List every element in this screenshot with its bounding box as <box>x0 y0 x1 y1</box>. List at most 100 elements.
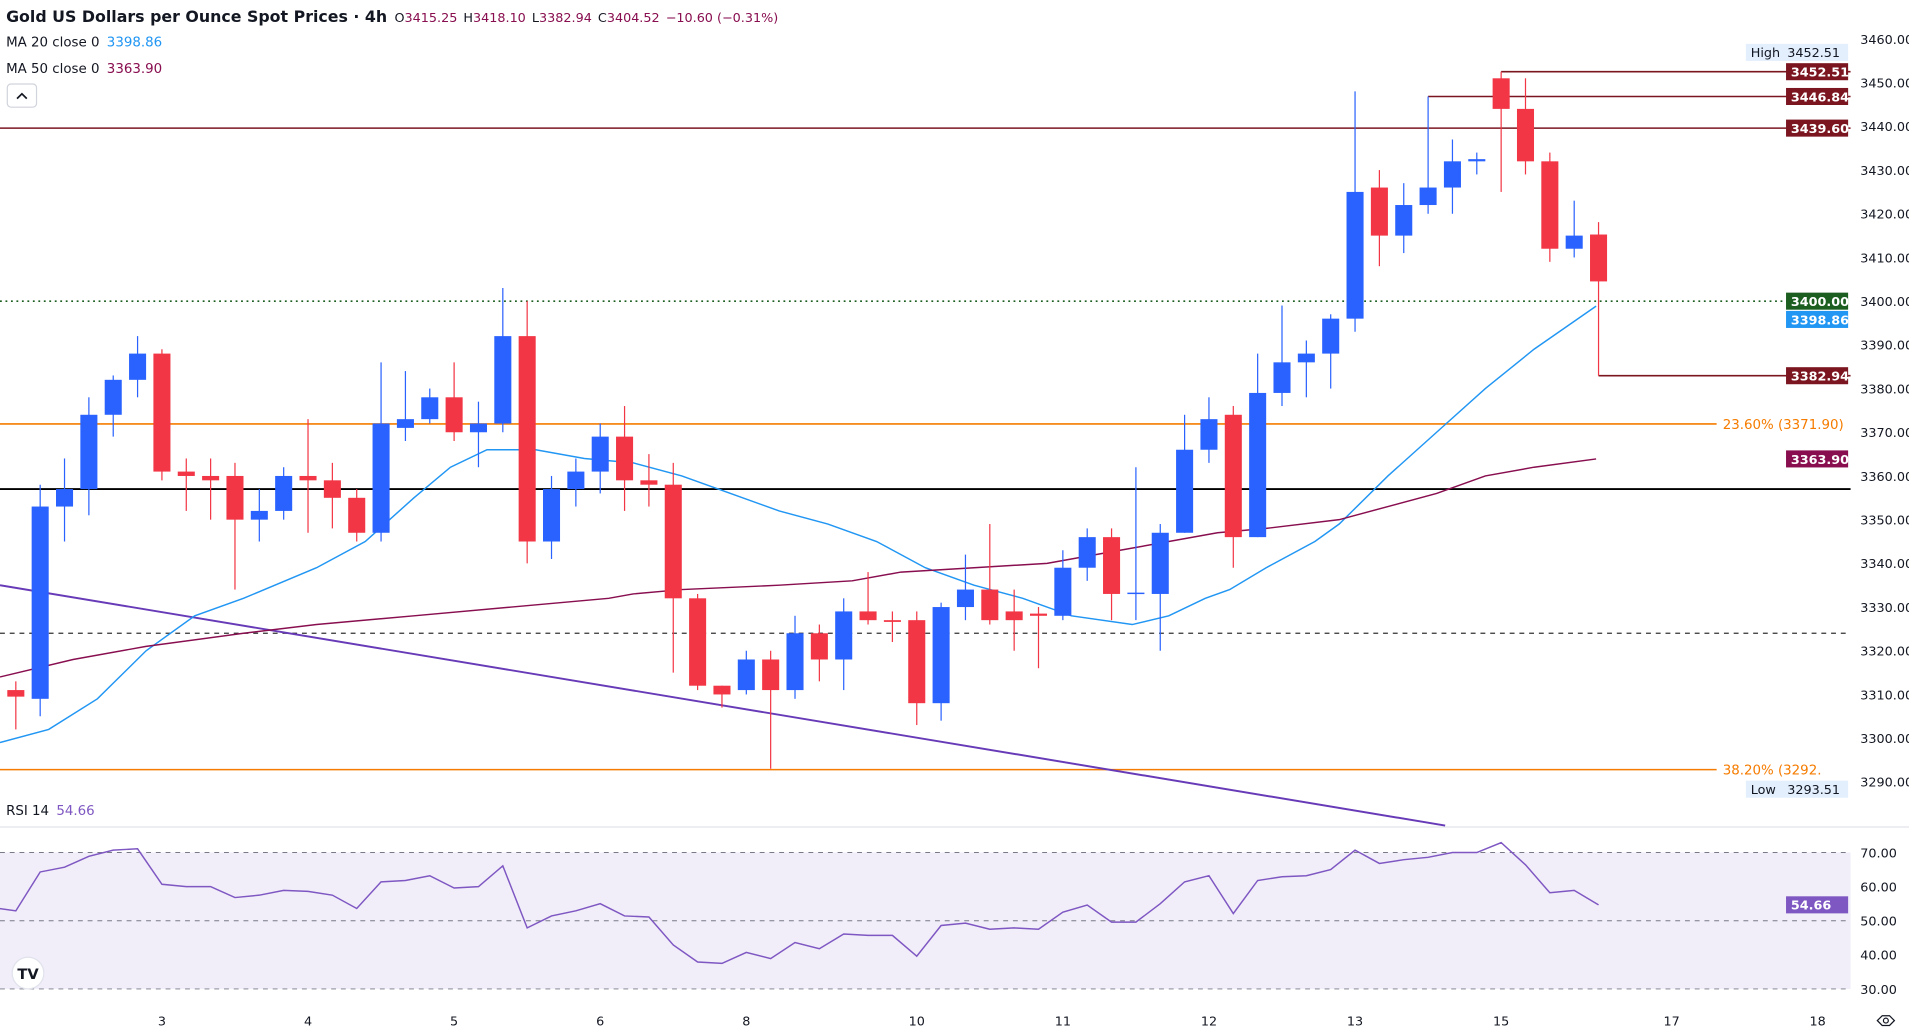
candle-down <box>981 589 999 621</box>
tradingview-logo[interactable]: TV <box>11 956 45 990</box>
rsi-tick: 30.00 <box>1860 983 1897 998</box>
ma50-value: 3363.90 <box>107 62 162 77</box>
fib-label: 23.60% (3371.90) <box>1723 418 1844 433</box>
candle-up <box>1273 362 1291 393</box>
date-tick: 5 <box>450 1014 458 1029</box>
candle-up <box>1443 161 1461 188</box>
date-tick: 15 <box>1493 1014 1509 1029</box>
candle-down <box>518 336 536 542</box>
price-tick: 3450.00 <box>1860 77 1909 92</box>
price-tick: 3290.00 <box>1860 776 1909 791</box>
price-tick: 3370.00 <box>1860 426 1909 441</box>
price-tag-last-low-bg <box>1786 367 1849 385</box>
price-tag-ma20: 3398.86 <box>1791 313 1849 328</box>
candle-down <box>908 620 926 704</box>
rsi-line <box>0 841 1599 965</box>
candle-up <box>737 659 755 691</box>
ma50-line <box>0 458 1597 678</box>
candle-up <box>1078 537 1096 568</box>
date-tick: 11 <box>1055 1014 1071 1029</box>
candle-down <box>1224 414 1242 538</box>
candle-up <box>1322 318 1340 354</box>
price-tag-ma20-bg <box>1786 310 1849 328</box>
candles <box>7 71 1608 769</box>
price-tick: 3340.00 <box>1860 557 1909 572</box>
candle-down <box>1370 187 1388 236</box>
candle-up <box>1151 532 1169 594</box>
date-tick: 13 <box>1347 1014 1363 1029</box>
candle-up <box>835 611 853 660</box>
svg-text:TV: TV <box>17 966 39 983</box>
candle-down <box>226 475 244 520</box>
candle-down <box>713 685 731 695</box>
candle-down <box>1516 108 1535 162</box>
candle-up <box>542 489 561 542</box>
level-lines: 23.60% (3371.90) 38.20% (3292. <box>0 70 1851 827</box>
price-tag-round-level-bg <box>1786 292 1849 310</box>
collapse-legend-button[interactable] <box>6 83 38 108</box>
candle-down <box>689 598 707 686</box>
price-tick: 3360.00 <box>1860 470 1909 485</box>
candle-up <box>56 489 74 507</box>
candle-down <box>1541 161 1559 249</box>
candle-up <box>1127 592 1145 595</box>
price-tick: 3390.00 <box>1860 339 1909 354</box>
price-tag-last-low: 3382.94 <box>1791 370 1849 385</box>
open-value: 3415.25 <box>405 11 458 26</box>
time-axis[interactable]: 3 4 5 6 8 10 11 12 13 15 17 18 <box>158 1014 1826 1029</box>
candle-down <box>1005 611 1023 621</box>
price-axis[interactable]: 3460.00 3450.00 3440.00 3430.00 3420.00 3410.… <box>1745 33 1909 998</box>
settings-gear-icon[interactable] <box>1876 1015 1896 1027</box>
candle-up <box>494 336 512 424</box>
candle-down <box>153 353 171 472</box>
low_marker-bg <box>1745 780 1849 798</box>
price-tag-resistance-3: 3452.51 <box>1791 66 1849 81</box>
candle-up <box>250 510 268 520</box>
rsi-tick: 70.00 <box>1860 846 1897 861</box>
candle-up <box>932 607 950 704</box>
price-tick: 3430.00 <box>1860 164 1909 179</box>
price-tick: 3460.00 <box>1860 33 1909 48</box>
candle-up <box>1297 353 1315 363</box>
high_marker-value: 3452.51 <box>1787 46 1840 61</box>
high_marker-bg <box>1745 43 1849 61</box>
candle-down <box>177 471 195 476</box>
price-tick: 3410.00 <box>1860 251 1909 266</box>
rsi-pane <box>0 841 1851 990</box>
ma20-value: 3398.86 <box>107 35 162 50</box>
candle-down <box>445 397 463 433</box>
high-value: 3418.10 <box>473 11 526 26</box>
price-tick: 3350.00 <box>1860 514 1909 529</box>
candle-down <box>883 620 901 622</box>
date-tick: 12 <box>1201 1014 1217 1029</box>
candle-up <box>1249 392 1267 538</box>
price-tick: 3380.00 <box>1860 382 1909 397</box>
candle-down <box>202 475 220 481</box>
ma20-line <box>0 305 1597 744</box>
candle-down <box>348 497 366 533</box>
candle-up <box>372 423 390 533</box>
svg-text:Gold US Dollars per Ounce Spot: Gold US Dollars per Ounce Spot Prices · … <box>6 7 778 26</box>
date-tick: 3 <box>158 1014 166 1029</box>
candle-down <box>1492 78 1510 109</box>
date-tick: 10 <box>909 1014 925 1029</box>
candle-up <box>129 353 147 380</box>
moving-averages <box>0 305 1597 744</box>
candle-up <box>591 436 609 472</box>
change-value: −10.60 (−0.31%) <box>666 11 778 26</box>
ma50-label: MA 50 close 0 <box>6 62 99 77</box>
chart-legend: Gold US Dollars per Ounce Spot Prices · … <box>6 7 778 819</box>
candle-down <box>616 436 634 481</box>
price-tick: 3310.00 <box>1860 688 1909 703</box>
price-tick: 3300.00 <box>1860 732 1909 747</box>
candle-down <box>323 480 341 498</box>
rsi-tick: 40.00 <box>1860 949 1897 964</box>
chevron-up-icon <box>16 92 28 100</box>
price-tag-resistance-3-bg <box>1786 63 1849 81</box>
candle-down <box>7 690 25 697</box>
rsi-tag-bg <box>1786 896 1849 914</box>
rsi-value: 54.66 <box>56 804 94 819</box>
candle-down <box>1029 613 1048 616</box>
